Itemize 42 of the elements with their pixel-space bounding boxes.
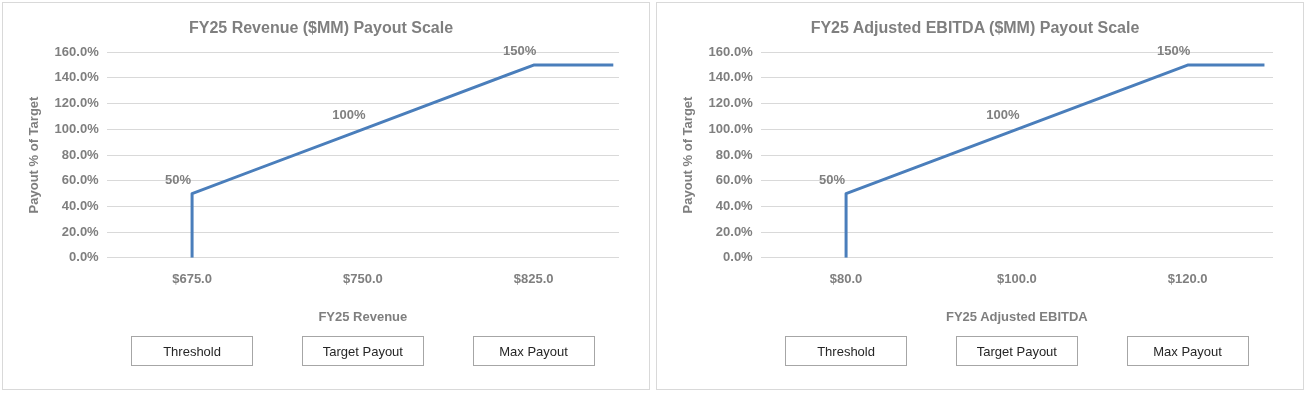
text: Target Payout bbox=[301, 336, 424, 366]
x-tick-label: $120.0 bbox=[1167, 271, 1208, 287]
y-tick-label: 20.0% bbox=[715, 223, 754, 239]
y-tick-label: 160.0% bbox=[708, 43, 754, 59]
chart-title: FY25 Adjusted EBITDA ($MM) Payout Scale bbox=[810, 19, 1140, 37]
x-tick-label: $750.0 bbox=[342, 271, 383, 287]
y-axis-title: Payout % of Target bbox=[680, 95, 696, 214]
y-tick-label: 40.0% bbox=[61, 197, 100, 213]
data-label: 50% bbox=[165, 171, 192, 187]
y-tick-label: 0.0% bbox=[723, 249, 754, 265]
x-tick-label: $100.0 bbox=[996, 271, 1037, 287]
y-tick-label: 160.0% bbox=[54, 43, 100, 59]
data-label: 100% bbox=[986, 107, 1020, 123]
y-tick-label: 100.0% bbox=[54, 120, 100, 136]
x-tick-label: $675.0 bbox=[172, 271, 212, 287]
text: Max Payout bbox=[1126, 336, 1249, 366]
chart-title: FY25 Revenue ($MM) Payout Scale bbox=[188, 19, 454, 37]
data-label: 50% bbox=[819, 171, 846, 187]
y-tick-label: 60.0% bbox=[715, 172, 754, 188]
x-tick-label: $825.0 bbox=[513, 271, 554, 287]
y-axis-title: Payout % of Target bbox=[26, 95, 42, 214]
data-label: 100% bbox=[332, 107, 366, 123]
y-tick-label: 40.0% bbox=[715, 197, 754, 213]
y-tick-label: 100.0% bbox=[708, 120, 754, 136]
text: Target Payout bbox=[955, 336, 1078, 366]
x-tick-label: $80.0 bbox=[829, 271, 863, 287]
text: Threshold bbox=[785, 336, 908, 366]
x-axis-title: FY25 Adjusted EBITDA bbox=[945, 308, 1089, 324]
y-tick-label: 60.0% bbox=[61, 172, 100, 188]
y-tick-label: 80.0% bbox=[715, 146, 754, 162]
data-label: 150% bbox=[502, 43, 537, 59]
y-tick-label: 0.0% bbox=[69, 249, 100, 265]
y-tick-label: 120.0% bbox=[54, 95, 100, 111]
data-label: 150% bbox=[1156, 43, 1191, 59]
y-tick-label: 20.0% bbox=[61, 223, 100, 239]
text: Max Payout bbox=[472, 336, 595, 366]
x-axis-title: FY25 Revenue bbox=[318, 308, 408, 324]
y-tick-label: 80.0% bbox=[61, 146, 100, 162]
text: Threshold bbox=[131, 336, 254, 366]
y-tick-label: 140.0% bbox=[54, 69, 100, 85]
y-tick-label: 120.0% bbox=[708, 95, 754, 111]
y-tick-label: 140.0% bbox=[708, 69, 754, 85]
